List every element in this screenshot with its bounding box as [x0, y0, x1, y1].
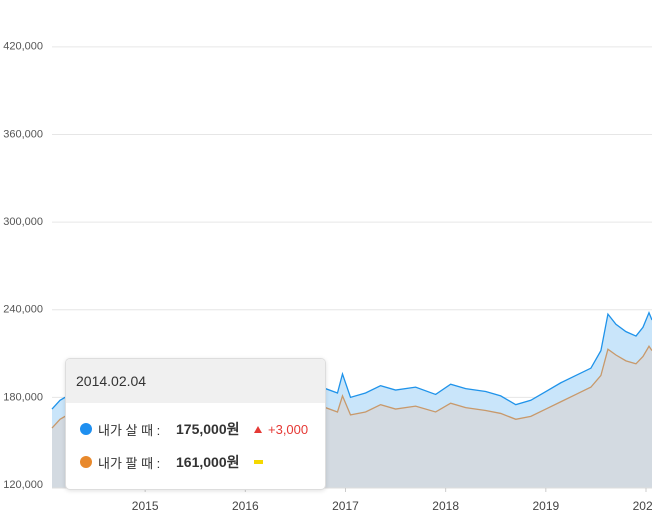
y-tick-label: 120,000 — [3, 479, 43, 491]
tooltip: 2014.02.04 내가 살 때 : 175,000원 +3,000 내가 팔… — [65, 358, 326, 490]
x-tick-label: 2017 — [332, 499, 359, 513]
x-tick-label: 2016 — [232, 499, 259, 513]
x-tick-label: 2018 — [432, 499, 459, 513]
legend-dot — [80, 456, 92, 468]
up-icon — [254, 425, 262, 433]
x-tick-label: 2020 — [633, 499, 652, 513]
row-change: +3,000 — [268, 421, 309, 437]
y-tick-label: 300,000 — [3, 216, 43, 228]
y-tick-label: 360,000 — [3, 128, 43, 140]
flat-icon — [254, 460, 263, 464]
y-tick-label: 420,000 — [3, 41, 43, 53]
y-tick-label: 180,000 — [3, 391, 43, 403]
tooltip-date: 2014.02.04 — [66, 359, 325, 403]
x-tick-label: 2019 — [532, 499, 559, 513]
row-label: 내가 팔 때 : — [98, 455, 161, 471]
tooltip-row: 내가 살 때 : 175,000원 +3,000 — [80, 419, 308, 439]
legend-dot — [80, 423, 92, 435]
tooltip-row: 내가 팔 때 : 161,000원 — [80, 452, 263, 472]
row-value: 161,000원 — [176, 454, 240, 470]
y-tick-label: 240,000 — [3, 304, 43, 316]
row-label: 내가 살 때 : — [98, 422, 161, 438]
row-value: 175,000원 — [176, 421, 240, 437]
x-tick-label: 2015 — [132, 499, 159, 513]
